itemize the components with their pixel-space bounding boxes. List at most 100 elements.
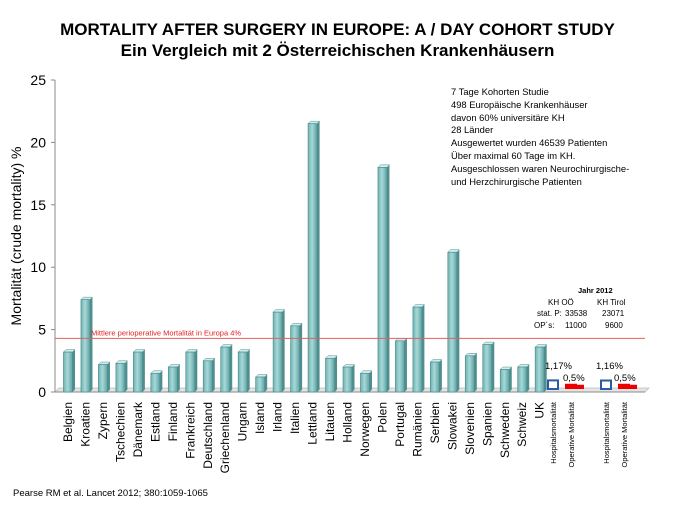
hospital-mortality-box <box>600 379 612 390</box>
x-tick-label: UK <box>533 402 547 419</box>
bar-side <box>124 360 128 392</box>
x-tick-label: Zypern <box>96 402 110 439</box>
hospital-mortality-axis-label: Hospitalsmortalität <box>602 401 611 464</box>
bar-griechenland <box>220 346 231 393</box>
y-tick-label: 5 <box>38 322 46 338</box>
bar-side <box>439 359 442 392</box>
bar-side <box>282 309 285 392</box>
bar-side <box>544 344 547 392</box>
bar-irland <box>272 311 283 393</box>
bar-deutschland <box>202 360 213 393</box>
y-tick-label: 20 <box>30 134 46 150</box>
bar-belgien <box>63 351 73 393</box>
bar-litauen <box>325 357 335 393</box>
info-line: Ausgewertet wurden 46539 Patienten <box>451 137 608 149</box>
x-tick-label: Griechenland <box>218 402 232 473</box>
bar-side <box>491 342 495 392</box>
study-info-box: 7 Tage Kohorten Studie 498 Europäische K… <box>451 86 629 188</box>
operative-mortality-axis-label: Operative Mortalität <box>567 401 576 467</box>
bar-island <box>255 376 266 393</box>
info-line: 28 Länder <box>451 124 494 136</box>
bar-side <box>142 349 145 392</box>
bar-portugal <box>395 340 405 393</box>
x-tick-label: Dänemark <box>131 401 145 457</box>
bar-polen <box>377 167 388 393</box>
bar-zypern <box>98 364 108 393</box>
hospital-mortality-label-tirol: 1,16% <box>596 361 623 372</box>
bar-dänemark <box>133 351 143 393</box>
bar-tschechien <box>115 362 126 393</box>
y-tick-label: 0 <box>38 384 46 400</box>
x-tick-label: Kroatien <box>78 402 92 447</box>
x-tick-label: Holland <box>341 402 355 443</box>
x-tick-label: Slowakei <box>445 402 459 450</box>
x-tick-label: Rumänien <box>410 402 424 457</box>
y-tick-label: 15 <box>30 197 46 213</box>
operative-mortality-box-2 <box>630 384 637 389</box>
bar-slowakei <box>447 251 458 393</box>
x-tick-label: Schweden <box>498 402 512 458</box>
bar-side <box>317 121 320 393</box>
x-tick-label: Estland <box>148 402 162 442</box>
reference-line-label: Mittlere perioperative Mortalität in Eur… <box>91 328 241 337</box>
bar-schweden <box>499 369 510 393</box>
bar-side <box>421 304 425 392</box>
bar-side <box>526 364 530 392</box>
bar-rumänien <box>412 306 423 393</box>
operative-mortality-box-2 <box>577 384 584 389</box>
hospital-mortality-label-oo: 1,17% <box>545 361 572 372</box>
bar-side <box>229 344 233 392</box>
info-line: davon 60% universitäre KH <box>451 111 565 123</box>
x-tick-label: Slovenien <box>463 402 477 455</box>
x-tick-label: Frankreich <box>183 402 197 459</box>
hospital-mortality-box <box>547 379 559 391</box>
info-line: Über maximal 60 Tage im KH. <box>451 149 576 161</box>
operative-mortality-axis-label: Operative Mortalität <box>620 401 629 467</box>
hospital-mortality-axis-label: Hospitalsmortalität <box>549 401 558 464</box>
slide-title: MORTALITY AFTER SURGERY IN EUROPE: A / D… <box>60 20 615 39</box>
x-tick-label: Norwegen <box>358 402 372 457</box>
info-line: 498 Europäische Krankenhäuser <box>451 98 588 110</box>
bar-side <box>352 364 355 392</box>
x-tick-label: Tschechien <box>113 402 127 462</box>
bar-side <box>474 353 477 392</box>
citation: Pearse RM et al. Lancet 2012; 380:1059-1… <box>13 488 208 499</box>
x-tick-label: Finland <box>166 402 180 441</box>
x-tick-label: Lettland <box>306 402 320 445</box>
y-tick-label: 25 <box>30 72 46 88</box>
bar-side <box>334 355 338 392</box>
bar-side <box>404 338 407 392</box>
slide-subtitle: Ein Vergleich mit 2 Österreichischen Kra… <box>120 41 555 60</box>
bar-side <box>369 370 372 392</box>
bar-holland <box>342 366 353 393</box>
bar-side <box>177 364 180 392</box>
x-tick-label: Island <box>253 402 267 434</box>
hospital-stats-row1-v2: 23071 <box>602 309 625 318</box>
bar-lettland <box>307 123 318 393</box>
bar-side <box>247 349 250 392</box>
bar-side <box>194 349 198 392</box>
bar-side <box>89 297 93 392</box>
hospital-stats-year: Jahr 2012 <box>578 286 613 295</box>
x-tick-label: Schweiz <box>515 402 529 447</box>
x-tick-label: Ungarn <box>236 402 250 441</box>
bar-norwegen <box>360 372 370 393</box>
bar-side <box>456 249 460 392</box>
x-tick-label: Polen <box>375 402 389 433</box>
x-tick-label: Portugal <box>393 402 407 447</box>
bar-side <box>107 362 110 392</box>
bar-serbien <box>430 361 440 393</box>
hospital-stats-row2-label: OP´s: <box>534 321 555 330</box>
bar-ungarn <box>237 351 248 393</box>
bar-italien <box>290 325 300 393</box>
bar-spanien <box>482 344 493 393</box>
x-tick-label: Serbien <box>428 402 442 443</box>
x-tick-label: Spanien <box>480 402 494 446</box>
bar-kroatien <box>80 299 91 393</box>
hospital-stats-col1: KH OÖ <box>548 298 574 307</box>
operative-mortality-label-tirol: 0,5% <box>614 373 636 384</box>
hospital-stats-row1-label: stat. P: <box>537 309 562 318</box>
hospital-stats-row2-v2: 9600 <box>605 321 623 330</box>
